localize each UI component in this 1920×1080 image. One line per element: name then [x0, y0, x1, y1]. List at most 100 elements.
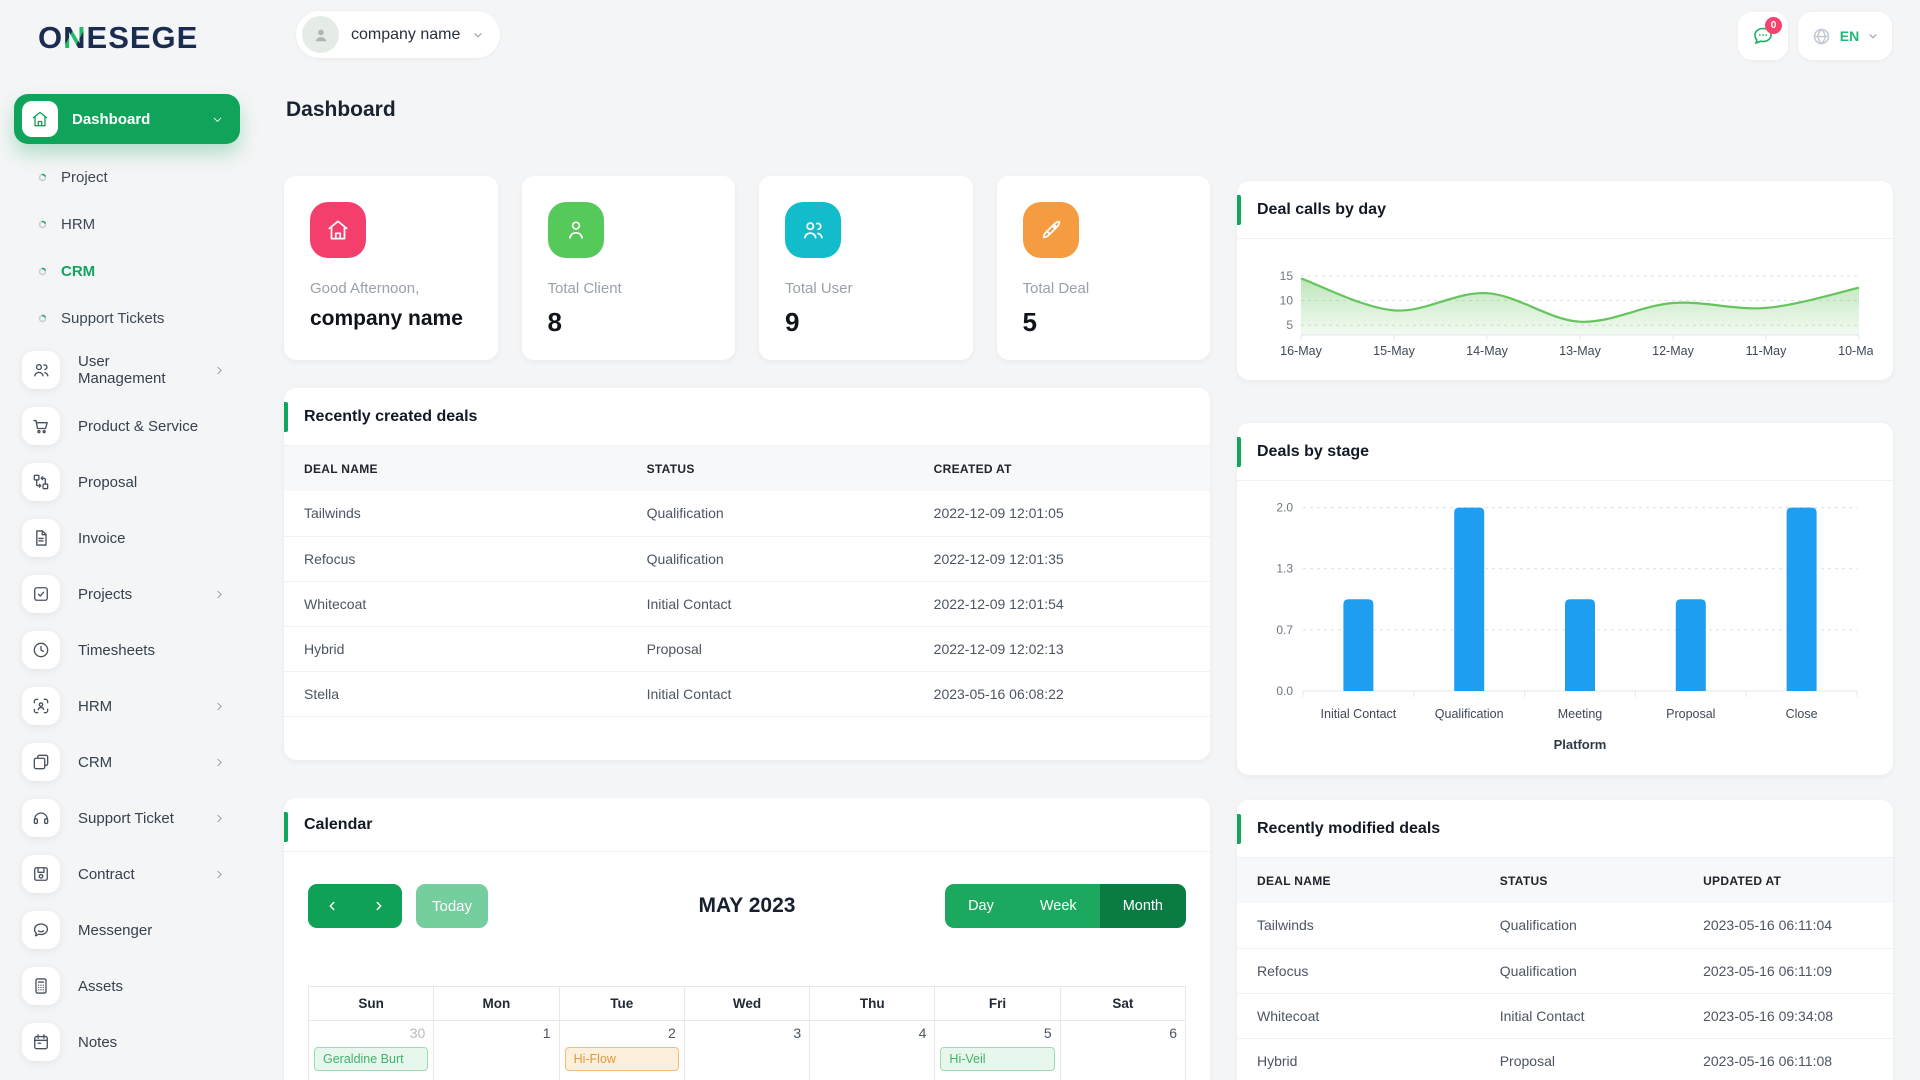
sidebar-item-invoice[interactable]: Invoice: [0, 510, 262, 566]
sidebar-item-label: Projects: [78, 585, 133, 603]
sidebar-item-projects[interactable]: Projects: [0, 566, 262, 622]
svg-text:0.7: 0.7: [1276, 623, 1293, 637]
sidebar-item-proposal[interactable]: Proposal: [0, 454, 262, 510]
calendar-controls: Today MAY 2023 Day Week Month: [308, 884, 1186, 928]
calendar-event[interactable]: Hi-Flow: [564, 1047, 679, 1071]
deal-calls-by-day-card: Deal calls by day 15 10 5 16-May 15-May 14-Ma…: [1237, 181, 1893, 380]
deals-by-stage-chart: 0.0 0.7 1.3 2.0 Initial Contact Qualification…: [1237, 481, 1893, 768]
chat-badge: 0: [1765, 17, 1782, 34]
calendar-card: Calendar Today MAY 2023 Day Week Month Sun…: [284, 798, 1210, 1080]
svg-text:10: 10: [1280, 294, 1294, 308]
sidebar-item-crm[interactable]: CRM: [0, 248, 262, 295]
sidebar-item-timesheets[interactable]: Timesheets: [0, 622, 262, 678]
table-cell: Initial Contact: [626, 671, 914, 717]
chevron-right-icon: [213, 700, 226, 713]
sidebar-item-dashboard[interactable]: Dashboard: [14, 94, 240, 144]
language-selector[interactable]: EN: [1798, 12, 1892, 60]
today-button[interactable]: Today: [416, 884, 489, 928]
calendar-day-cell[interactable]: 30 Geraldine Burt: [309, 1021, 435, 1080]
recently-created-deals-card: Recently created deals DEAL NAME STATUS CR…: [284, 388, 1210, 760]
clock-icon-box: [22, 631, 60, 669]
svg-text:14-May: 14-May: [1466, 344, 1508, 358]
chevron-right-icon: [375, 901, 382, 911]
headset-icon: [33, 812, 49, 825]
calendar-day-cell[interactable]: 1: [434, 1021, 560, 1080]
column-header: UPDATED AT: [1683, 858, 1893, 903]
chevron-down-icon: [211, 113, 224, 126]
calendar-grid: Sun Mon Tue Wed Thu Fri Sat 30 Geraldine Burt 1 2 H…: [308, 986, 1186, 1080]
calendar-event[interactable]: Hi-Veil: [940, 1047, 1055, 1071]
sidebar: Dashboard Project HRM CRM Support Tickets Use…: [0, 94, 262, 1070]
sidebar-item-label: Messenger: [78, 921, 153, 939]
svg-text:Initial Contact: Initial Contact: [1321, 707, 1397, 721]
crm-icon: [33, 754, 49, 770]
chevron-right-icon: [217, 814, 222, 822]
table-cell: Proposal: [626, 626, 914, 672]
next-month-button[interactable]: [355, 884, 402, 928]
ring-bullet-icon: [38, 220, 47, 229]
chat-bubble-icon: [1754, 27, 1772, 45]
sidebar-item-hrm[interactable]: HRM: [0, 678, 262, 734]
calendar-day-cell[interactable]: 3: [685, 1021, 811, 1080]
view-month-button[interactable]: Month: [1099, 884, 1186, 928]
svg-text:16-May: 16-May: [1280, 344, 1322, 358]
chevron-down-icon: [472, 29, 484, 41]
sidebar-item-hrm[interactable]: HRM: [0, 201, 262, 248]
sidebar-item-assets[interactable]: Assets: [0, 958, 262, 1014]
accent-bar: [1237, 195, 1241, 225]
sidebar-item-contract[interactable]: Contract: [0, 846, 262, 902]
ring-bullet-icon: [38, 173, 47, 182]
svg-text:Platform: Platform: [1554, 737, 1607, 752]
calculator-icon-box: [22, 967, 60, 1005]
view-week-button[interactable]: Week: [1016, 884, 1100, 928]
accent-bar: [284, 812, 288, 842]
sidebar-item-support-tickets[interactable]: Support Tickets: [0, 295, 262, 342]
stat-value: 5: [1022, 307, 1037, 337]
calendar-day-cell[interactable]: 4: [810, 1021, 936, 1080]
table-cell: Tailwinds: [1237, 903, 1480, 949]
view-day-button[interactable]: Day: [945, 884, 1017, 928]
stat-card-total-client: Total Client 8: [521, 176, 735, 360]
table-cell: 2023-05-16 06:11:04: [1683, 903, 1893, 949]
sidebar-item-support-ticket[interactable]: Support Ticket: [0, 790, 262, 846]
calendar-date-number: 1: [542, 1025, 551, 1041]
chevron-right-icon: [213, 756, 226, 769]
sidebar-item-product-service[interactable]: Product & Service: [0, 398, 262, 454]
crm-icon-box: [22, 743, 60, 781]
cart-icon-box: [22, 407, 60, 445]
company-selector[interactable]: company name: [296, 11, 501, 58]
accent-bar: [1237, 437, 1241, 467]
card-header: Recently modified deals: [1237, 800, 1893, 858]
sidebar-item-user-management[interactable]: User Management: [0, 342, 262, 398]
clock-icon: [33, 642, 49, 658]
table-cell: Whitecoat: [1237, 993, 1480, 1039]
calendar-day-header: Thu: [810, 987, 936, 1021]
calendar-date-number: 3: [793, 1025, 802, 1041]
calendar-day-cell[interactable]: 5 Hi-Veil: [935, 1021, 1061, 1080]
chevron-right-icon: [217, 702, 222, 710]
invoice-icon: [36, 530, 47, 546]
table-cell: Refocus: [284, 536, 627, 582]
sidebar-item-project[interactable]: Project: [0, 154, 262, 201]
sidebar-item-label: CRM: [61, 263, 96, 280]
calendar-day-header: Fri: [935, 987, 1061, 1021]
ring-bullet-icon: [38, 314, 47, 323]
sidebar-item-notes[interactable]: Notes: [0, 1014, 262, 1070]
chevron-right-icon: [213, 868, 226, 881]
chevron-right-icon: [213, 364, 226, 377]
calendar-nav: [308, 884, 402, 928]
table-cell: 2023-05-16 09:34:08: [1683, 993, 1893, 1039]
column-header: DEAL NAME: [284, 446, 627, 491]
calendar-day-cell[interactable]: 6: [1061, 1021, 1186, 1080]
sidebar-item-crm[interactable]: CRM: [0, 734, 262, 790]
company-name-label: company name: [351, 25, 461, 43]
table-cell: Tailwinds: [284, 491, 627, 537]
column-header: DEAL NAME: [1237, 858, 1480, 903]
calendar-day-cell[interactable]: 2 Hi-Flow: [560, 1021, 685, 1080]
calendar-event[interactable]: Geraldine Burt: [314, 1047, 429, 1071]
chat-button[interactable]: 0: [1738, 12, 1788, 60]
sidebar-item-messenger[interactable]: Messenger: [0, 902, 262, 958]
sidebar-item-label: CRM: [78, 753, 113, 771]
table-cell: Initial Contact: [1479, 993, 1684, 1039]
prev-month-button[interactable]: [308, 884, 355, 928]
